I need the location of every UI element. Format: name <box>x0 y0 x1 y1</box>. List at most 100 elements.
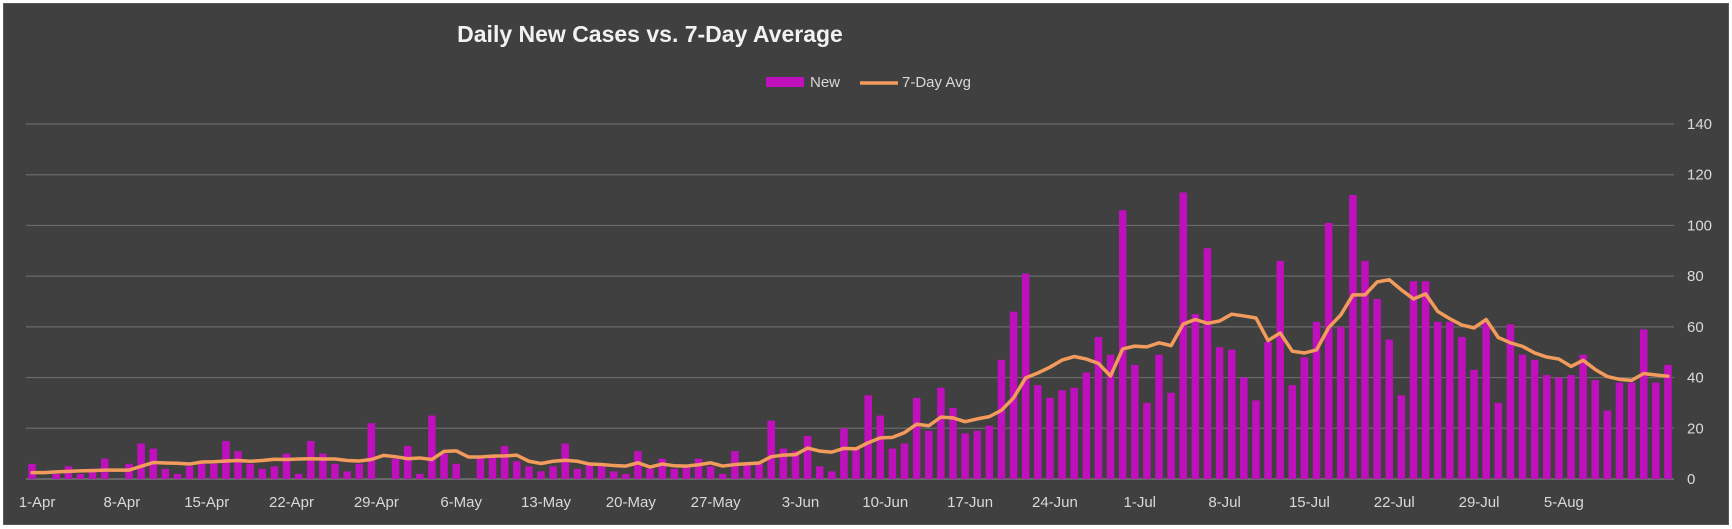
bar-new <box>197 463 206 479</box>
x-tick-label: 8-Jul <box>1208 494 1241 511</box>
bar-new <box>828 471 836 479</box>
bar-new <box>246 463 254 479</box>
bar-new <box>367 423 376 479</box>
x-tick-label: 17-Jun <box>947 494 993 511</box>
bar-new <box>1179 192 1187 479</box>
x-axis: 1-Apr 8-Apr 15-Apr 22-Apr 29-Apr 6-May 13-May 2… <box>19 494 1584 511</box>
bar-new <box>597 466 606 479</box>
bar-new <box>1506 324 1515 479</box>
bar-new <box>1373 298 1381 479</box>
bar-new <box>1603 410 1612 479</box>
bar-new <box>1458 337 1466 479</box>
legend: New 7-Day Avg <box>766 74 971 91</box>
bar-new <box>1203 248 1212 479</box>
bar-new <box>1106 354 1115 479</box>
bar-new <box>210 463 218 479</box>
bar-new <box>755 463 763 479</box>
bar-new <box>949 408 957 479</box>
bar-new <box>1070 387 1078 479</box>
bar-new <box>549 466 557 479</box>
x-tick-label: 29-Jul <box>1459 494 1500 511</box>
x-tick-label: 22-Jul <box>1374 494 1415 511</box>
x-tick-label: 6-May <box>440 494 482 511</box>
bar-new <box>1337 326 1345 479</box>
bar-new <box>997 359 1006 479</box>
bar-new <box>1300 357 1309 479</box>
bar-new <box>1482 321 1490 479</box>
bar-new <box>622 473 630 479</box>
bar-new <box>1046 397 1054 479</box>
bar-new <box>1518 354 1527 479</box>
bar-new <box>815 466 824 479</box>
bar-new <box>767 420 775 479</box>
bar-new <box>1240 377 1248 479</box>
bar-new <box>682 466 691 479</box>
bar-new <box>1361 260 1369 479</box>
bar-new <box>1094 337 1103 479</box>
chart-svg: Daily New Cases vs. 7-Day Average New 7-… <box>19 21 1712 511</box>
bar-new <box>440 453 448 479</box>
bar-new <box>1446 321 1454 479</box>
y-tick-label: 100 <box>1687 217 1712 234</box>
bar-new <box>706 466 715 479</box>
bar-new <box>973 430 981 479</box>
bar-new <box>343 471 351 479</box>
bar-new <box>416 473 424 479</box>
bar-new <box>1252 400 1260 479</box>
bar-new <box>573 468 582 479</box>
y-tick-label: 140 <box>1687 116 1712 133</box>
bar-new <box>1409 281 1418 479</box>
bar-new <box>876 415 885 479</box>
bar-new <box>355 463 363 479</box>
bar-new <box>1276 260 1284 479</box>
bar-new <box>646 468 654 479</box>
bar-new <box>525 466 533 479</box>
bar-new <box>137 443 145 479</box>
chart-title: Daily New Cases vs. 7-Day Average <box>457 21 843 47</box>
bar-new <box>52 473 61 479</box>
bar-new <box>1155 354 1163 479</box>
bar-new <box>1591 380 1599 479</box>
bar-new <box>925 430 933 479</box>
legend-label-avg: 7-Day Avg <box>902 74 971 91</box>
x-tick-label: 22-Apr <box>269 494 314 511</box>
bar-new <box>161 468 170 479</box>
bar-new <box>1543 375 1551 479</box>
y-tick-label: 20 <box>1687 420 1704 437</box>
bar-new <box>452 463 460 479</box>
bar-new <box>1433 321 1442 479</box>
bar-new <box>634 451 642 479</box>
bar-new <box>937 387 945 479</box>
bar-new <box>258 468 267 479</box>
bar-new <box>609 471 618 479</box>
bar-new <box>1470 369 1478 479</box>
bar-new <box>791 451 800 479</box>
bar-new <box>1264 342 1272 479</box>
bar-new <box>1215 347 1224 479</box>
bar-new <box>319 453 327 479</box>
legend-swatch-new <box>766 77 804 87</box>
bar-new <box>488 456 497 479</box>
y-tick-label: 60 <box>1687 319 1704 336</box>
x-tick-label: 15-Jul <box>1289 494 1330 511</box>
legend-label-new: New <box>810 74 840 91</box>
bar-new <box>331 463 339 479</box>
bars-new <box>28 192 1672 479</box>
bar-new <box>1034 385 1042 479</box>
bar-new <box>1494 402 1503 479</box>
bar-new <box>1349 195 1357 479</box>
x-tick-label: 3-Jun <box>782 494 820 511</box>
bar-new <box>1143 402 1151 479</box>
y-tick-label: 80 <box>1687 268 1704 285</box>
bar-new <box>1385 339 1393 479</box>
x-tick-label: 1-Jul <box>1124 494 1157 511</box>
x-tick-label: 20-May <box>606 494 657 511</box>
bar-new <box>694 458 703 479</box>
bar-new <box>658 458 666 479</box>
bar-new <box>1555 377 1563 479</box>
y-axis: 0 20 40 60 80 100 120 140 <box>1687 116 1712 488</box>
bar-new <box>1421 281 1430 479</box>
bar-new <box>76 473 85 479</box>
bar-new <box>476 456 485 479</box>
